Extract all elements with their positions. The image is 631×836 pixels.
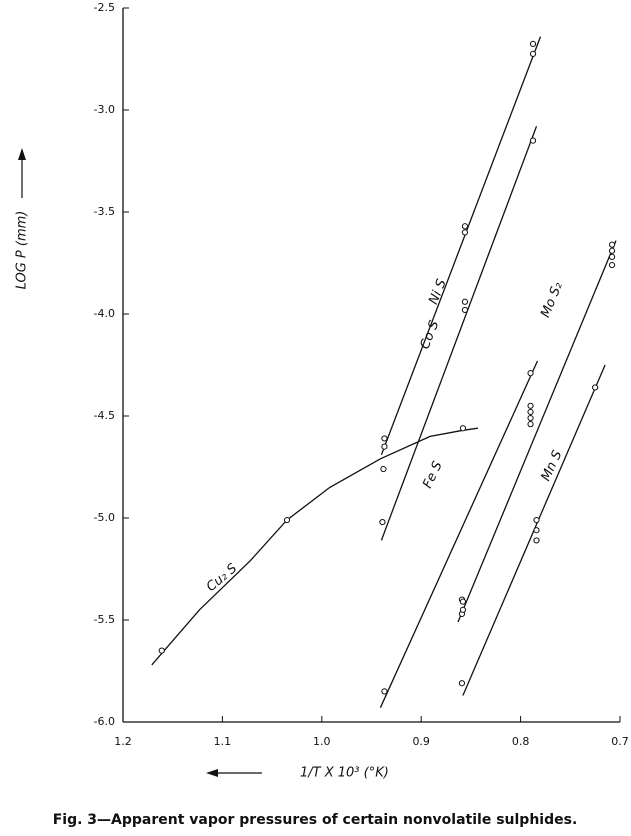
- data-point: [459, 606, 467, 613]
- data-point: [461, 229, 469, 236]
- series-label: Co S: [418, 319, 443, 352]
- data-point: [529, 50, 537, 58]
- y-tick-label: -5.5: [94, 613, 115, 626]
- data-point: [379, 518, 386, 526]
- data-point: [527, 414, 534, 422]
- x-tick-label: 0.8: [512, 735, 530, 748]
- data-point: [529, 40, 537, 48]
- data-point: [461, 223, 469, 230]
- data-point: [533, 537, 540, 544]
- data-point: [527, 402, 534, 409]
- series-label: Ni S: [426, 277, 450, 306]
- data-point: [461, 298, 469, 305]
- y-tick-label: -2.5: [94, 1, 115, 14]
- caption: Fig. 3—Apparent vapor pressures of certa…: [53, 812, 578, 828]
- series-label: Mo S₂: [538, 280, 566, 320]
- data-point: [381, 443, 388, 450]
- y-tick-label: -3.0: [94, 103, 115, 116]
- data-point: [608, 253, 616, 260]
- data-point: [608, 241, 616, 248]
- data-point: [533, 516, 540, 524]
- y-tick-label: -4.0: [94, 307, 115, 320]
- data-point: [458, 680, 466, 687]
- x-tick-label: 0.9: [412, 735, 430, 748]
- data-point: [608, 261, 616, 269]
- data-point: [381, 435, 388, 442]
- data-point: [608, 247, 616, 254]
- data-point: [459, 425, 467, 432]
- x-tick-label: 1.0: [313, 735, 331, 748]
- x-axis-label: 1/T X 10³ (°K): [300, 766, 389, 781]
- y-axis-label: LOG P (mm): [15, 211, 30, 290]
- fit-line: [380, 36, 542, 456]
- data-point: [527, 370, 534, 377]
- y-tick-label: -4.5: [94, 409, 115, 422]
- data-point: [527, 421, 534, 428]
- data-point: [527, 408, 534, 416]
- data-point: [592, 384, 599, 391]
- y-arrow: [18, 148, 26, 198]
- x-tick-label: 1.1: [214, 735, 232, 748]
- x-tick-label: 1.2: [114, 735, 132, 748]
- data-point: [461, 306, 469, 314]
- data-point: [380, 465, 387, 473]
- fit-line: [457, 240, 617, 623]
- data-point: [529, 137, 537, 144]
- data-point: [381, 688, 388, 695]
- x-tick-label: 0.7: [611, 735, 629, 748]
- series-label: Cu₂ S: [204, 561, 240, 595]
- x-arrow: [206, 769, 262, 777]
- fit-line: [151, 427, 478, 666]
- fit-line: [380, 126, 538, 541]
- data-point: [533, 527, 540, 534]
- fit-line: [379, 360, 539, 708]
- y-tick-label: -5.0: [94, 511, 115, 524]
- data-point: [158, 647, 165, 654]
- y-tick-label: -6.0: [94, 715, 115, 728]
- data-point: [459, 598, 467, 605]
- data-point: [283, 516, 291, 524]
- y-tick-label: -3.5: [94, 205, 115, 218]
- series-label: Fe S: [420, 459, 445, 491]
